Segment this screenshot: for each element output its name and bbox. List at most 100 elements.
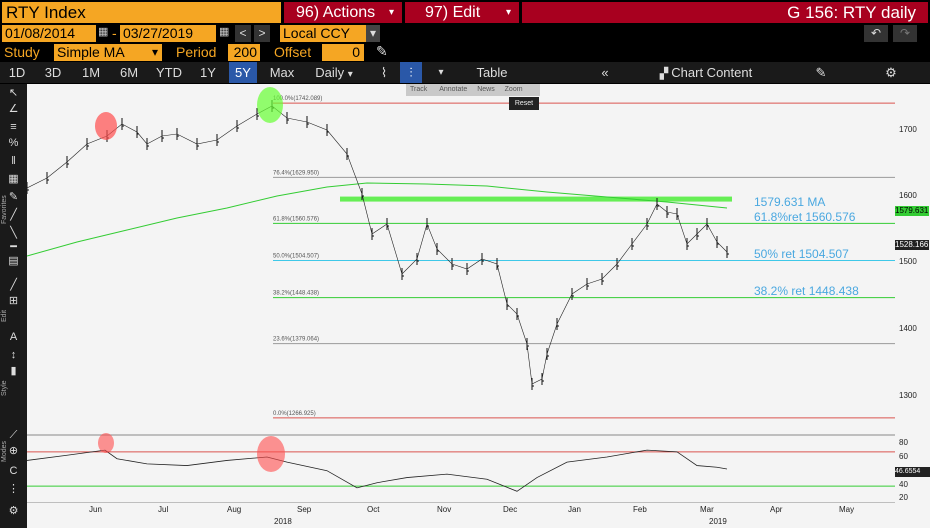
chart-content-button[interactable]: ▞ Chart Content: [646, 62, 766, 83]
frequency-select[interactable]: Daily ▾: [306, 62, 362, 83]
moving-average-line: [27, 182, 728, 257]
month-label: Feb: [633, 505, 647, 514]
pencil-icon[interactable]: ✎: [376, 43, 388, 59]
arrows-icon[interactable]: ↕: [10, 349, 17, 361]
ticker-field[interactable]: RTY Index: [2, 2, 281, 23]
prev-period-button[interactable]: <: [235, 25, 251, 42]
month-label: Jun: [89, 505, 102, 514]
axis-tick: 1300: [899, 391, 917, 400]
horizontal-line-icon[interactable]: ━: [10, 241, 17, 253]
calendar-icon[interactable]: ▦: [219, 26, 230, 38]
fib-level-label: 38.2%(1448.438): [273, 291, 319, 297]
fib-level-label: 23.6%(1379.064): [273, 337, 319, 343]
diagonal-icon[interactable]: ╲: [10, 227, 17, 239]
currency-select[interactable]: Local CCY: [280, 25, 366, 42]
tab-1y[interactable]: 1Y: [200, 65, 216, 80]
trend-icon[interactable]: ╱: [10, 279, 17, 291]
actions-label: 96) Actions: [296, 4, 376, 21]
month-label: Apr: [770, 505, 783, 514]
edit-side-label: Edit: [1, 309, 8, 322]
study-select[interactable]: Simple MA: [54, 44, 148, 61]
rsi-tick: 80: [899, 438, 908, 447]
rsi-last-tag: 46.6554: [895, 467, 930, 477]
line-draw-icon[interactable]: ∠: [8, 103, 19, 115]
end-date-field[interactable]: 03/27/2019: [120, 25, 216, 42]
trash-icon[interactable]: ▮: [10, 365, 17, 377]
month-label: Jul: [158, 505, 169, 514]
study-row: Study Simple MA ▾ Period 200 Offset 0 ✎: [0, 43, 930, 62]
actions-menu[interactable]: 96) Actions ▾: [284, 2, 402, 23]
period-field[interactable]: 200: [228, 44, 260, 61]
annotate-button[interactable]: Annotate: [439, 86, 468, 93]
cursor-icon[interactable]: ↖: [8, 87, 19, 99]
date-dash: -: [112, 25, 117, 41]
line-chart-icon[interactable]: ⌇: [380, 65, 388, 80]
range-toolbar: 1D 3D 1M 6M YTD 1Y 5Y Max Daily ▾ ⌇ ⫶ ▾ …: [0, 62, 930, 83]
chevron-down-icon: ▾: [347, 69, 353, 80]
month-label: Sep: [297, 505, 312, 514]
edit-chart-icon[interactable]: ✎: [815, 65, 827, 80]
grid-icon[interactable]: ⊞: [8, 295, 19, 307]
highlight-circle: [257, 436, 285, 472]
reset-button[interactable]: Reset: [509, 97, 539, 110]
tab-5y[interactable]: 5Y: [229, 62, 257, 83]
chart-content-label: Chart Content: [671, 65, 753, 80]
fib-level-label: 50.0%(1504.507): [273, 254, 319, 260]
pencil-icon[interactable]: ✎: [8, 191, 19, 203]
chevron-down-icon[interactable]: ▾: [366, 25, 380, 42]
month-label: Mar: [700, 505, 714, 514]
currency-value: Local CCY: [283, 25, 350, 41]
rsi-line: [27, 449, 728, 492]
chevron-down-icon[interactable]: ▾: [148, 44, 162, 61]
price-trace: [27, 105, 728, 385]
zoom-button[interactable]: Zoom: [504, 86, 523, 93]
ruler-icon[interactable]: ⟋: [9, 429, 18, 441]
price-chart[interactable]: 100.0%(1742.089) 76.4%(1629.950) 61.8%(156…: [27, 84, 895, 514]
start-date-field[interactable]: 01/08/2014: [2, 25, 96, 42]
fib-icon[interactable]: ≡: [10, 121, 17, 133]
rsi-tick: 20: [899, 493, 908, 502]
ma-band: [340, 196, 732, 202]
tab-6m[interactable]: 6M: [119, 65, 139, 80]
last-price-tag: 1528.166: [895, 240, 929, 250]
bar-chart-icon[interactable]: ⫶: [400, 62, 422, 83]
chevron-down-icon[interactable]: ▾: [438, 67, 444, 78]
percent-icon[interactable]: %: [8, 137, 19, 149]
undo-button[interactable]: ↶: [864, 25, 888, 42]
track-button[interactable]: Track: [410, 86, 428, 93]
tab-ytd[interactable]: YTD: [156, 65, 182, 80]
edit-menu[interactable]: 97) Edit ▾: [405, 2, 519, 23]
collapse-icon[interactable]: «: [601, 65, 609, 80]
year-label: 2019: [709, 517, 727, 526]
crosshair-icon[interactable]: ⊕: [8, 445, 19, 457]
fib-level-label: 61.8%(1560.576): [273, 216, 319, 222]
highlight-circle: [98, 433, 114, 453]
calendar-icon[interactable]: ▦: [98, 26, 109, 38]
year-label: 2018: [274, 517, 292, 526]
tab-1m[interactable]: 1M: [81, 65, 101, 80]
redo-button[interactable]: ↷: [893, 25, 917, 42]
gear-icon[interactable]: ⚙: [885, 65, 897, 80]
tab-3d[interactable]: 3D: [44, 65, 62, 80]
offset-field[interactable]: 0: [322, 44, 364, 61]
axis-tick: 1700: [899, 125, 917, 134]
tab-max[interactable]: Max: [269, 65, 295, 80]
c-icon[interactable]: C: [9, 465, 18, 477]
favorites-label: Favorites: [1, 195, 8, 224]
style-label: Style: [1, 380, 8, 396]
next-period-button[interactable]: >: [254, 25, 270, 42]
study-label: Study: [4, 44, 40, 60]
table-button[interactable]: Table: [476, 65, 508, 80]
axis-tick: 1600: [899, 191, 917, 200]
gear-icon[interactable]: ⚙: [8, 505, 19, 517]
mini-toolbar: Track Annotate News Zoom: [406, 84, 540, 96]
tab-1d[interactable]: 1D: [8, 65, 26, 80]
calendar-icon[interactable]: ▦: [8, 173, 19, 185]
channel-icon[interactable]: ▤: [8, 255, 19, 267]
text-icon[interactable]: A: [9, 331, 18, 343]
slash-icon[interactable]: ╱: [10, 209, 17, 221]
bars-icon[interactable]: ‖: [11, 155, 16, 167]
time-axis: Jun Jul Aug Sep Oct Nov Dec Jan Feb Mar …: [27, 503, 895, 528]
dots-icon[interactable]: ⋮: [8, 483, 19, 495]
news-button[interactable]: News: [477, 86, 495, 93]
